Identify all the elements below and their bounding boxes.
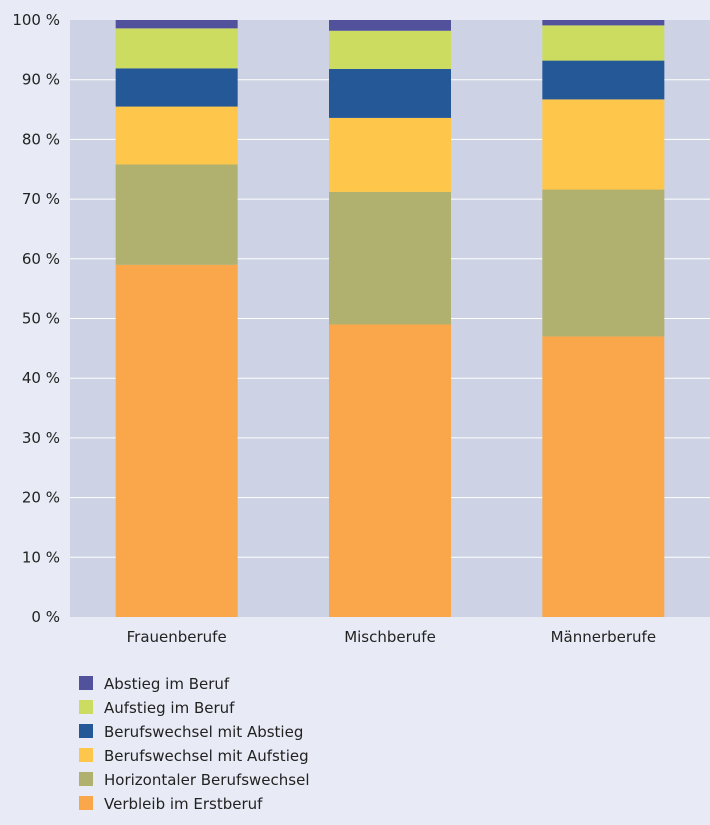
legend-label: Aufstieg im Beruf — [104, 699, 235, 717]
legend-label: Berufswechsel mit Aufstieg — [104, 747, 309, 765]
legend-label: Abstieg im Beruf — [104, 675, 230, 693]
y-tick-label: 10 % — [22, 548, 60, 566]
bar-segment — [329, 324, 451, 617]
y-tick-label: 30 % — [22, 429, 60, 447]
bars — [115, 20, 665, 617]
y-tick-label: 70 % — [22, 190, 60, 208]
legend-label: Horizontaler Berufswechsel — [104, 771, 310, 789]
y-tick-label: 50 % — [22, 310, 60, 328]
y-tick-label: 0 % — [31, 608, 60, 626]
y-tick-label: 60 % — [22, 250, 60, 268]
y-tick-label: 20 % — [22, 489, 60, 507]
y-tick-label: 80 % — [22, 130, 60, 148]
bar-segment — [115, 28, 238, 69]
bar-segment — [542, 60, 665, 100]
legend-swatch — [79, 724, 93, 738]
x-category-label: Mischberufe — [344, 628, 436, 646]
y-tick-label: 90 % — [22, 71, 60, 89]
legend-swatch — [79, 748, 93, 762]
bar-segment — [115, 106, 238, 165]
bar-segment — [542, 25, 665, 61]
y-tick-label: 100 % — [12, 11, 60, 29]
bar-segment — [542, 20, 665, 26]
bar-segment — [329, 20, 451, 31]
legend-swatch — [79, 796, 93, 810]
legend: Abstieg im Beruf Aufstieg im Beruf Berufsw… — [79, 675, 310, 813]
legend-swatch — [79, 700, 93, 714]
legend-label: Berufswechsel mit Abstieg — [104, 723, 303, 741]
legend-swatch — [79, 676, 93, 690]
bar-segment — [329, 191, 451, 325]
bar-segment — [329, 30, 451, 69]
y-axis: 0 % 10 % 20 % 30 % 40 % 50 % 60 % 70 % 80 % 90 % 1… — [12, 11, 60, 626]
bar-segment — [115, 164, 238, 265]
bar-segment — [329, 117, 451, 192]
bar-segment — [542, 336, 665, 617]
bar-segment — [542, 189, 665, 337]
y-tick-label: 40 % — [22, 369, 60, 387]
x-category-label: Frauenberufe — [127, 628, 227, 646]
legend-swatch — [79, 772, 93, 786]
bar-segment — [115, 68, 238, 107]
x-axis: Frauenberufe Mischberufe Männerberufe — [127, 628, 656, 646]
bar-segment — [115, 20, 238, 29]
x-category-label: Männerberufe — [551, 628, 656, 646]
legend-label: Verbleib im Erstberuf — [104, 795, 263, 813]
bar-segment — [329, 68, 451, 118]
bar-segment — [115, 264, 238, 617]
bar-segment — [542, 99, 665, 190]
